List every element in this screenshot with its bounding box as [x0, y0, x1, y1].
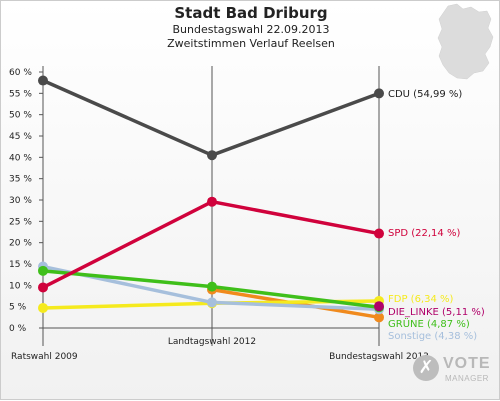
y-tick-label: 5 % — [9, 303, 27, 313]
y-tick-label: 25 % — [9, 217, 32, 227]
chart-subtitle: Bundestagswahl 22.09.2013 — [172, 23, 330, 36]
y-tick-label: 15 % — [9, 260, 32, 270]
data-point-cdu — [374, 88, 384, 99]
y-tick-label: 40 % — [9, 153, 32, 163]
y-tick-label: 45 % — [9, 132, 32, 142]
series-label-cdu: CDU (54,99 %) — [388, 89, 462, 100]
data-point-die_linke — [374, 301, 384, 312]
series-label-fdp: FDP (6,34 %) — [388, 294, 454, 305]
y-tick-label: 50 % — [9, 111, 32, 121]
germany-map-icon — [437, 3, 494, 80]
data-point-fdp — [38, 302, 48, 313]
data-point-spd — [207, 196, 217, 207]
y-tick-label: 0 % — [9, 324, 27, 334]
logo-line1: VOTE — [443, 355, 491, 372]
series-label-sonstige: Sonstige (4,38 %) — [388, 331, 477, 342]
y-tick-label: 20 % — [9, 239, 32, 249]
data-point-grüne — [207, 281, 217, 292]
y-tick-label: 60 % — [9, 68, 32, 78]
votemanager-logo: ✗ VOTE MANAGER — [413, 351, 491, 391]
series-line-cdu — [41, 78, 381, 157]
y-tick-label: 35 % — [9, 175, 32, 185]
data-point-sonstige — [207, 297, 217, 308]
chart-header: Stadt Bad Driburg Bundestagswahl 22.09.2… — [1, 4, 500, 51]
y-tick-label: 10 % — [9, 281, 32, 291]
chart-subsubtitle: Zweitstimmen Verlauf Reelsen — [167, 37, 335, 50]
y-tick-label: 30 % — [9, 196, 32, 206]
data-point-spd — [38, 282, 48, 293]
series-label-grüne: GRÜNE (4,87 %) — [388, 317, 470, 330]
data-point-cdu — [38, 75, 48, 86]
x-tick-label: Ratswahl 2009 — [11, 352, 78, 362]
series-label-die_linke: DIE_LINKE (5,11 %) — [388, 307, 485, 318]
vote-x-icon: ✗ — [413, 355, 439, 381]
data-point-spd — [374, 228, 384, 239]
logo-line2: MANAGER — [445, 374, 489, 383]
data-point-cdu — [207, 150, 217, 161]
y-tick-label: 55 % — [9, 89, 32, 99]
x-tick-label: Landtagswahl 2012 — [168, 337, 256, 347]
chart-title: Stadt Bad Driburg — [174, 4, 328, 22]
data-point-grüne — [38, 265, 48, 276]
x-tick-label: Bundestagswahl 2013 — [329, 352, 429, 362]
data-point-piraten — [374, 312, 384, 323]
series-label-spd: SPD (22,14 %) — [388, 228, 460, 239]
